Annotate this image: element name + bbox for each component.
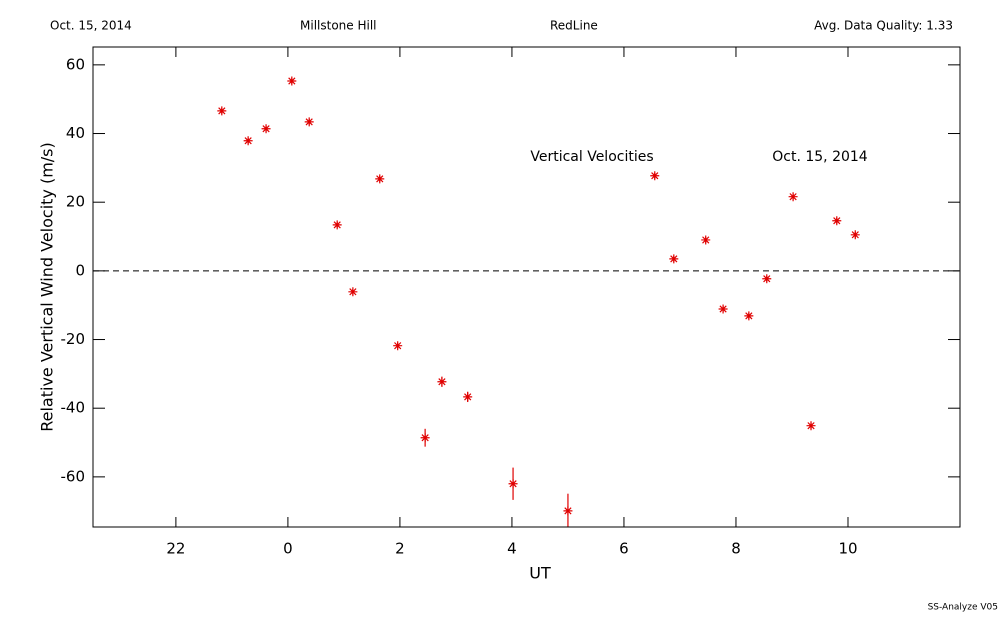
data-point	[463, 392, 473, 402]
data-point	[832, 216, 842, 226]
y-tick-label: -40	[61, 399, 86, 417]
data-point	[650, 171, 660, 181]
y-tick-label: 40	[66, 124, 85, 142]
header-line: RedLine	[550, 19, 598, 33]
data-point	[375, 174, 385, 184]
data-point	[332, 220, 342, 230]
header-quality: Avg. Data Quality: 1.33	[814, 19, 953, 33]
data-point	[393, 341, 403, 351]
y-tick-label: 60	[66, 55, 85, 73]
data-point	[669, 254, 679, 264]
x-tick-label: 0	[283, 540, 293, 558]
data-point	[701, 235, 711, 245]
x-tick-label: 4	[507, 540, 517, 558]
plot-area	[93, 76, 960, 527]
data-point	[348, 287, 358, 297]
data-point	[806, 421, 816, 431]
x-tick-label: 6	[619, 540, 629, 558]
data-point	[762, 274, 772, 284]
y-tick-label: -20	[61, 330, 86, 348]
data-point	[287, 76, 297, 86]
data-point	[420, 433, 430, 443]
annotation: Oct. 15, 2014	[772, 149, 868, 165]
y-tick-label: -60	[61, 467, 86, 485]
header-site: Millstone Hill	[300, 19, 376, 33]
x-axis-label: UT	[529, 564, 551, 583]
data-point	[243, 136, 253, 146]
data-point	[718, 304, 728, 314]
data-point	[508, 479, 518, 489]
plot-frame	[92, 46, 961, 528]
footer: SS-Analyze V05	[928, 603, 998, 613]
data-point	[261, 124, 271, 134]
data-point	[304, 117, 314, 127]
x-tick-label: 22	[166, 540, 185, 558]
y-tick-label: 0	[75, 261, 85, 279]
y-axis-label: Relative Vertical Wind Velocity (m/s)	[38, 142, 57, 432]
data-point	[850, 230, 860, 240]
x-tick-label: 2	[395, 540, 405, 558]
data-point	[217, 106, 227, 116]
data-point	[437, 377, 447, 387]
header-date: Oct. 15, 2014	[50, 19, 132, 33]
data-point	[563, 506, 573, 516]
y-tick-label: 20	[66, 193, 85, 211]
data-point	[788, 192, 798, 202]
x-tick-label: 10	[838, 540, 857, 558]
x-tick-label: 8	[731, 540, 741, 558]
data-point	[744, 311, 754, 321]
annotation: Vertical Velocities	[530, 149, 653, 165]
